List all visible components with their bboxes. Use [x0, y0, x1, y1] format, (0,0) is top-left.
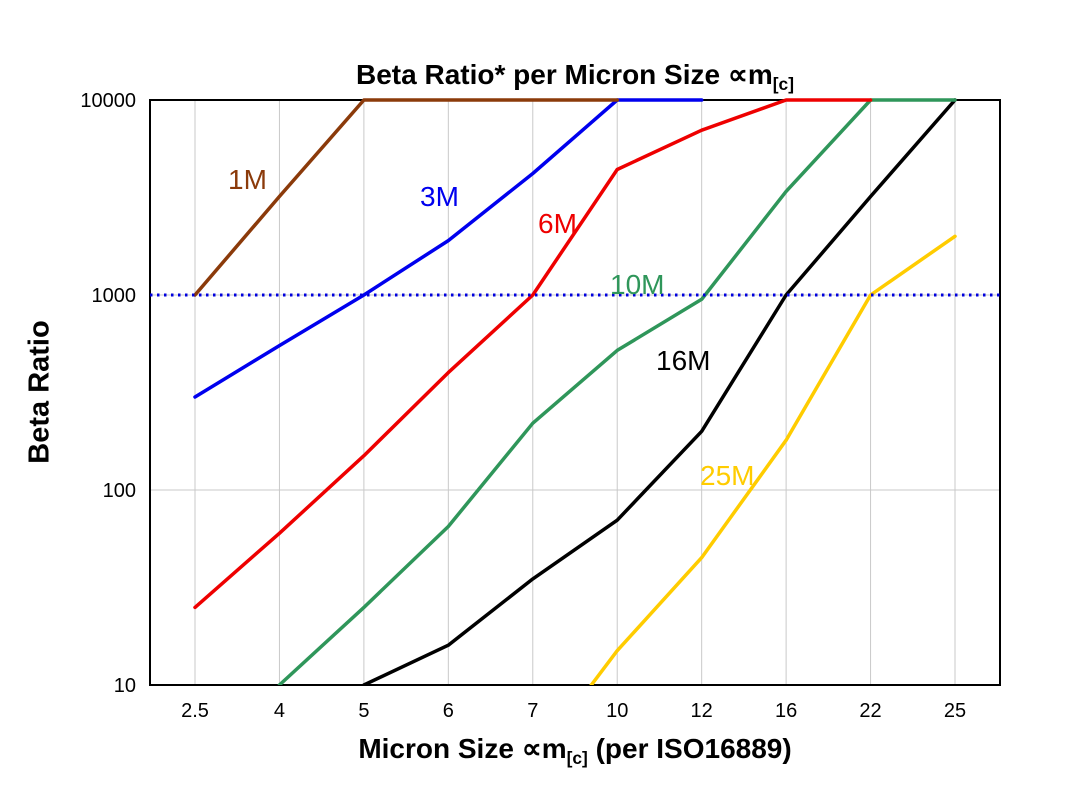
x-tick-label: 22: [859, 700, 881, 722]
chart-title-symbol: ∝m: [727, 59, 773, 90]
series-label-25M: 25M: [700, 460, 755, 491]
x-axis-label-suffix: (per ISO16889): [587, 733, 792, 764]
x-tick-label: 10: [606, 700, 628, 722]
x-axis-label-text: Micron Size: [358, 733, 522, 764]
y-tick-label: 1000: [92, 285, 137, 307]
chart-title-subscript: [c]: [772, 74, 794, 95]
series-label-1M: 1M: [228, 164, 267, 195]
series-label-3M: 3M: [420, 181, 459, 212]
x-tick-label: 4: [274, 700, 285, 722]
chart-title: Beta Ratio* per Micron Size ∝m[c]: [150, 58, 1000, 95]
series-line-1M: [193, 98, 619, 297]
series-label-6M: 6M: [538, 208, 577, 239]
x-axis-label: Micron Size ∝m[c] (per ISO16889): [150, 732, 1000, 769]
x-tick-label: 12: [691, 700, 713, 722]
series-line-16M: [361, 98, 957, 685]
y-tick-label: 100: [103, 480, 136, 502]
x-axis-label-symbol: ∝m: [521, 733, 567, 764]
x-axis-label-subscript: [c]: [566, 748, 588, 769]
plot-border: [149, 99, 1001, 686]
series-line-25M: [589, 234, 957, 685]
chart-title-text: Beta Ratio* per Micron Size: [356, 59, 728, 90]
x-tick-label: 6: [443, 700, 454, 722]
series-label-16M: 16M: [656, 345, 711, 376]
x-tick-label: 7: [527, 700, 538, 722]
y-tick-label: 10000: [80, 90, 136, 112]
series-line-10M: [277, 98, 957, 685]
series-line-6M: [193, 98, 873, 610]
x-tick-label: 16: [775, 700, 797, 722]
series-label-10M: 10M: [610, 269, 665, 300]
x-tick-label: 5: [358, 700, 369, 722]
y-tick-label: 10: [114, 675, 136, 697]
x-tick-label: 2.5: [181, 700, 209, 722]
x-tick-label: 25: [944, 700, 966, 722]
